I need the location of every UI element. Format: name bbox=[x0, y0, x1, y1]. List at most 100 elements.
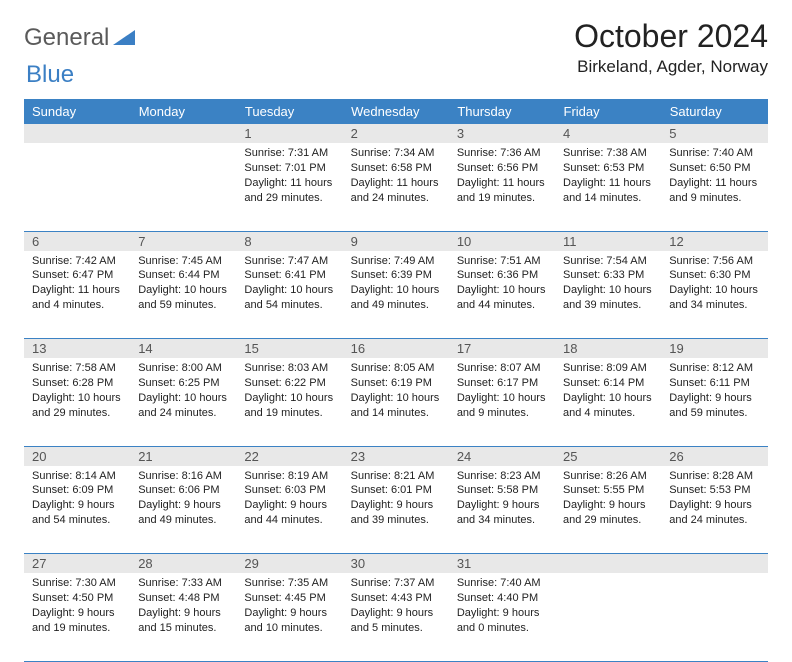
day-cell: Sunrise: 7:40 AMSunset: 6:50 PMDaylight:… bbox=[661, 143, 767, 231]
day-number: 23 bbox=[343, 447, 449, 466]
day-number-empty bbox=[24, 124, 130, 143]
day-details: Sunrise: 8:21 AMSunset: 6:01 PMDaylight:… bbox=[343, 466, 449, 534]
day-details: Sunrise: 7:34 AMSunset: 6:58 PMDaylight:… bbox=[343, 143, 449, 211]
day-number-empty bbox=[555, 554, 661, 573]
day-number: 28 bbox=[130, 554, 236, 573]
day-cell: Sunrise: 8:14 AMSunset: 6:09 PMDaylight:… bbox=[24, 466, 130, 554]
day-number: 31 bbox=[449, 554, 555, 573]
day-details: Sunrise: 7:37 AMSunset: 4:43 PMDaylight:… bbox=[343, 573, 449, 641]
day-details: Sunrise: 7:40 AMSunset: 4:40 PMDaylight:… bbox=[449, 573, 555, 641]
day-details: Sunrise: 7:54 AMSunset: 6:33 PMDaylight:… bbox=[555, 251, 661, 319]
day-details: Sunrise: 7:45 AMSunset: 6:44 PMDaylight:… bbox=[130, 251, 236, 319]
day-number: 12 bbox=[661, 232, 767, 251]
day-number: 14 bbox=[130, 339, 236, 358]
day-number: 29 bbox=[236, 554, 342, 573]
day-details: Sunrise: 7:38 AMSunset: 6:53 PMDaylight:… bbox=[555, 143, 661, 211]
day-details: Sunrise: 7:56 AMSunset: 6:30 PMDaylight:… bbox=[661, 251, 767, 319]
day-cell: Sunrise: 8:21 AMSunset: 6:01 PMDaylight:… bbox=[343, 466, 449, 554]
day-cell: Sunrise: 7:31 AMSunset: 7:01 PMDaylight:… bbox=[236, 143, 342, 231]
weekday-header: Tuesday bbox=[236, 99, 342, 124]
calendar-body: 12345Sunrise: 7:31 AMSunset: 7:01 PMDayl… bbox=[24, 124, 768, 661]
day-cell: Sunrise: 7:37 AMSunset: 4:43 PMDaylight:… bbox=[343, 573, 449, 661]
day-content-row: Sunrise: 7:30 AMSunset: 4:50 PMDaylight:… bbox=[24, 573, 768, 661]
day-number: 13 bbox=[24, 339, 130, 358]
day-details: Sunrise: 8:23 AMSunset: 5:58 PMDaylight:… bbox=[449, 466, 555, 534]
weekday-header: Thursday bbox=[449, 99, 555, 124]
day-number: 8 bbox=[236, 232, 342, 251]
day-content-row: Sunrise: 7:31 AMSunset: 7:01 PMDaylight:… bbox=[24, 143, 768, 231]
day-number: 5 bbox=[661, 124, 767, 143]
day-cell: Sunrise: 8:23 AMSunset: 5:58 PMDaylight:… bbox=[449, 466, 555, 554]
weekday-header: Saturday bbox=[661, 99, 767, 124]
weekday-header-row: SundayMondayTuesdayWednesdayThursdayFrid… bbox=[24, 99, 768, 124]
day-details: Sunrise: 8:26 AMSunset: 5:55 PMDaylight:… bbox=[555, 466, 661, 534]
day-cell: Sunrise: 7:45 AMSunset: 6:44 PMDaylight:… bbox=[130, 251, 236, 339]
day-details: Sunrise: 8:14 AMSunset: 6:09 PMDaylight:… bbox=[24, 466, 130, 534]
day-details: Sunrise: 7:33 AMSunset: 4:48 PMDaylight:… bbox=[130, 573, 236, 641]
day-number: 2 bbox=[343, 124, 449, 143]
day-number: 17 bbox=[449, 339, 555, 358]
day-number: 16 bbox=[343, 339, 449, 358]
day-number-row: 20212223242526 bbox=[24, 446, 768, 466]
day-details: Sunrise: 7:31 AMSunset: 7:01 PMDaylight:… bbox=[236, 143, 342, 211]
day-number: 10 bbox=[449, 232, 555, 251]
day-cell-empty bbox=[130, 143, 236, 231]
day-cell: Sunrise: 8:03 AMSunset: 6:22 PMDaylight:… bbox=[236, 358, 342, 446]
day-number-row: 13141516171819 bbox=[24, 339, 768, 359]
day-details: Sunrise: 8:19 AMSunset: 6:03 PMDaylight:… bbox=[236, 466, 342, 534]
day-cell: Sunrise: 7:54 AMSunset: 6:33 PMDaylight:… bbox=[555, 251, 661, 339]
logo-triangle-icon bbox=[113, 27, 135, 50]
day-cell-empty bbox=[555, 573, 661, 661]
day-number: 6 bbox=[24, 232, 130, 251]
day-number: 18 bbox=[555, 339, 661, 358]
day-content-row: Sunrise: 7:58 AMSunset: 6:28 PMDaylight:… bbox=[24, 358, 768, 446]
day-details: Sunrise: 8:05 AMSunset: 6:19 PMDaylight:… bbox=[343, 358, 449, 426]
day-cell: Sunrise: 7:38 AMSunset: 6:53 PMDaylight:… bbox=[555, 143, 661, 231]
day-cell: Sunrise: 7:42 AMSunset: 6:47 PMDaylight:… bbox=[24, 251, 130, 339]
day-cell: Sunrise: 7:51 AMSunset: 6:36 PMDaylight:… bbox=[449, 251, 555, 339]
day-number-empty bbox=[661, 554, 767, 573]
day-cell: Sunrise: 7:40 AMSunset: 4:40 PMDaylight:… bbox=[449, 573, 555, 661]
day-content-row: Sunrise: 7:42 AMSunset: 6:47 PMDaylight:… bbox=[24, 251, 768, 339]
weekday-header: Friday bbox=[555, 99, 661, 124]
day-details: Sunrise: 8:28 AMSunset: 5:53 PMDaylight:… bbox=[661, 466, 767, 534]
day-details: Sunrise: 8:03 AMSunset: 6:22 PMDaylight:… bbox=[236, 358, 342, 426]
day-cell: Sunrise: 8:07 AMSunset: 6:17 PMDaylight:… bbox=[449, 358, 555, 446]
day-cell: Sunrise: 7:30 AMSunset: 4:50 PMDaylight:… bbox=[24, 573, 130, 661]
weekday-header: Wednesday bbox=[343, 99, 449, 124]
day-details: Sunrise: 7:40 AMSunset: 6:50 PMDaylight:… bbox=[661, 143, 767, 211]
day-cell: Sunrise: 8:12 AMSunset: 6:11 PMDaylight:… bbox=[661, 358, 767, 446]
day-number: 26 bbox=[661, 447, 767, 466]
day-number: 30 bbox=[343, 554, 449, 573]
day-details: Sunrise: 8:00 AMSunset: 6:25 PMDaylight:… bbox=[130, 358, 236, 426]
day-content-row: Sunrise: 8:14 AMSunset: 6:09 PMDaylight:… bbox=[24, 466, 768, 554]
logo-text-general: General bbox=[24, 24, 109, 52]
day-cell-empty bbox=[24, 143, 130, 231]
day-details: Sunrise: 7:30 AMSunset: 4:50 PMDaylight:… bbox=[24, 573, 130, 641]
day-number: 27 bbox=[24, 554, 130, 573]
day-details: Sunrise: 7:47 AMSunset: 6:41 PMDaylight:… bbox=[236, 251, 342, 319]
month-title: October 2024 bbox=[574, 18, 768, 55]
day-details: Sunrise: 7:35 AMSunset: 4:45 PMDaylight:… bbox=[236, 573, 342, 641]
day-number: 1 bbox=[236, 124, 342, 143]
location: Birkeland, Agder, Norway bbox=[574, 57, 768, 77]
day-details: Sunrise: 7:49 AMSunset: 6:39 PMDaylight:… bbox=[343, 251, 449, 319]
day-number-row: 2728293031 bbox=[24, 554, 768, 574]
day-details: Sunrise: 7:42 AMSunset: 6:47 PMDaylight:… bbox=[24, 251, 130, 319]
logo-text-blue: Blue bbox=[26, 61, 74, 88]
day-number: 9 bbox=[343, 232, 449, 251]
day-cell: Sunrise: 7:56 AMSunset: 6:30 PMDaylight:… bbox=[661, 251, 767, 339]
day-cell-empty bbox=[661, 573, 767, 661]
day-cell: Sunrise: 8:09 AMSunset: 6:14 PMDaylight:… bbox=[555, 358, 661, 446]
day-cell: Sunrise: 8:26 AMSunset: 5:55 PMDaylight:… bbox=[555, 466, 661, 554]
day-number: 21 bbox=[130, 447, 236, 466]
day-number: 4 bbox=[555, 124, 661, 143]
day-details: Sunrise: 8:09 AMSunset: 6:14 PMDaylight:… bbox=[555, 358, 661, 426]
day-number: 7 bbox=[130, 232, 236, 251]
day-number: 15 bbox=[236, 339, 342, 358]
day-cell: Sunrise: 8:05 AMSunset: 6:19 PMDaylight:… bbox=[343, 358, 449, 446]
day-number: 25 bbox=[555, 447, 661, 466]
day-number: 24 bbox=[449, 447, 555, 466]
day-number-row: 6789101112 bbox=[24, 231, 768, 251]
day-number-row: 12345 bbox=[24, 124, 768, 143]
